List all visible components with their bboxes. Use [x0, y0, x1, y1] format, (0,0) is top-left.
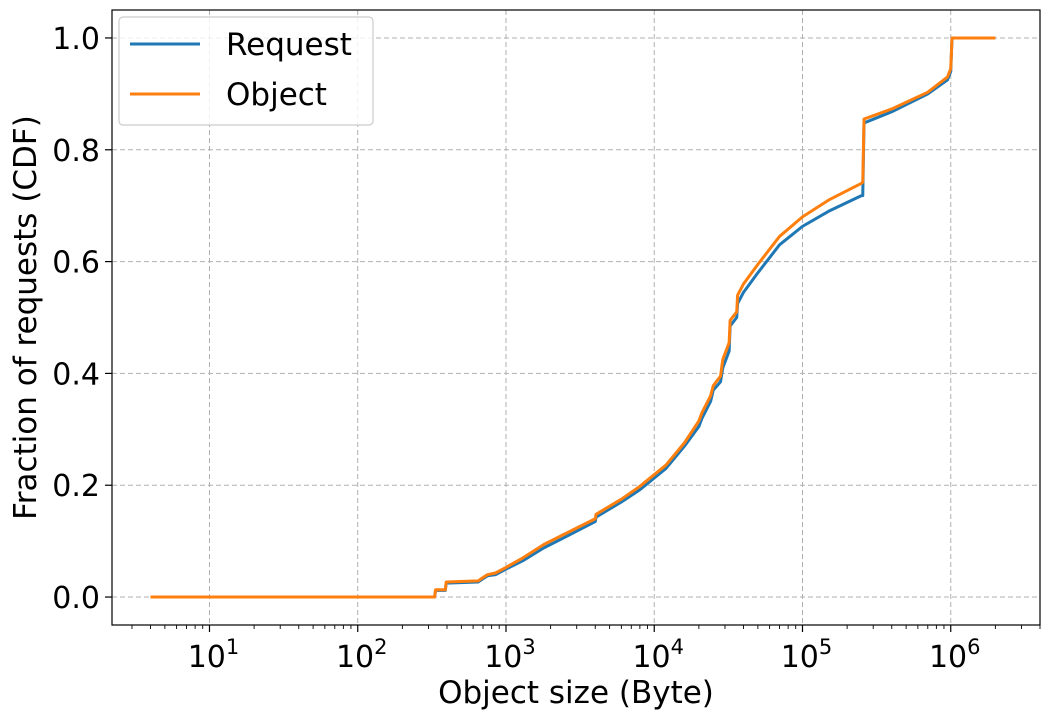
- y-tick-label: 0.2: [52, 469, 100, 504]
- y-tick-label: 0.0: [52, 581, 100, 616]
- legend-label-object: Object: [226, 77, 327, 113]
- series-lines: [150, 36, 996, 599]
- x-tick-label: 102: [336, 635, 388, 675]
- y-tick-label: 0.6: [52, 246, 100, 281]
- x-tick-label: 104: [632, 635, 684, 675]
- x-tick-label: 101: [188, 635, 240, 675]
- axis-ticks: 101 102 103 104 105 106 0.0 0.2 0.4 0.6 0.8 1.0: [52, 22, 1041, 675]
- series-line-object: [150, 36, 996, 599]
- plot-area-frame: [111, 9, 1041, 626]
- x-axis-label: Object size (Byte): [438, 675, 714, 711]
- y-axis-label: Fraction of requests (CDF): [8, 115, 44, 520]
- y-tick-label: 0.4: [52, 357, 100, 392]
- x-tick-label: 105: [781, 635, 833, 675]
- x-tick-label: 106: [929, 635, 981, 675]
- x-tick-label: 103: [484, 635, 536, 675]
- y-tick-label: 1.0: [52, 22, 100, 57]
- legend: Request Object: [118, 16, 374, 126]
- y-tick-label: 0.8: [52, 134, 100, 169]
- legend-label-request: Request: [226, 27, 352, 63]
